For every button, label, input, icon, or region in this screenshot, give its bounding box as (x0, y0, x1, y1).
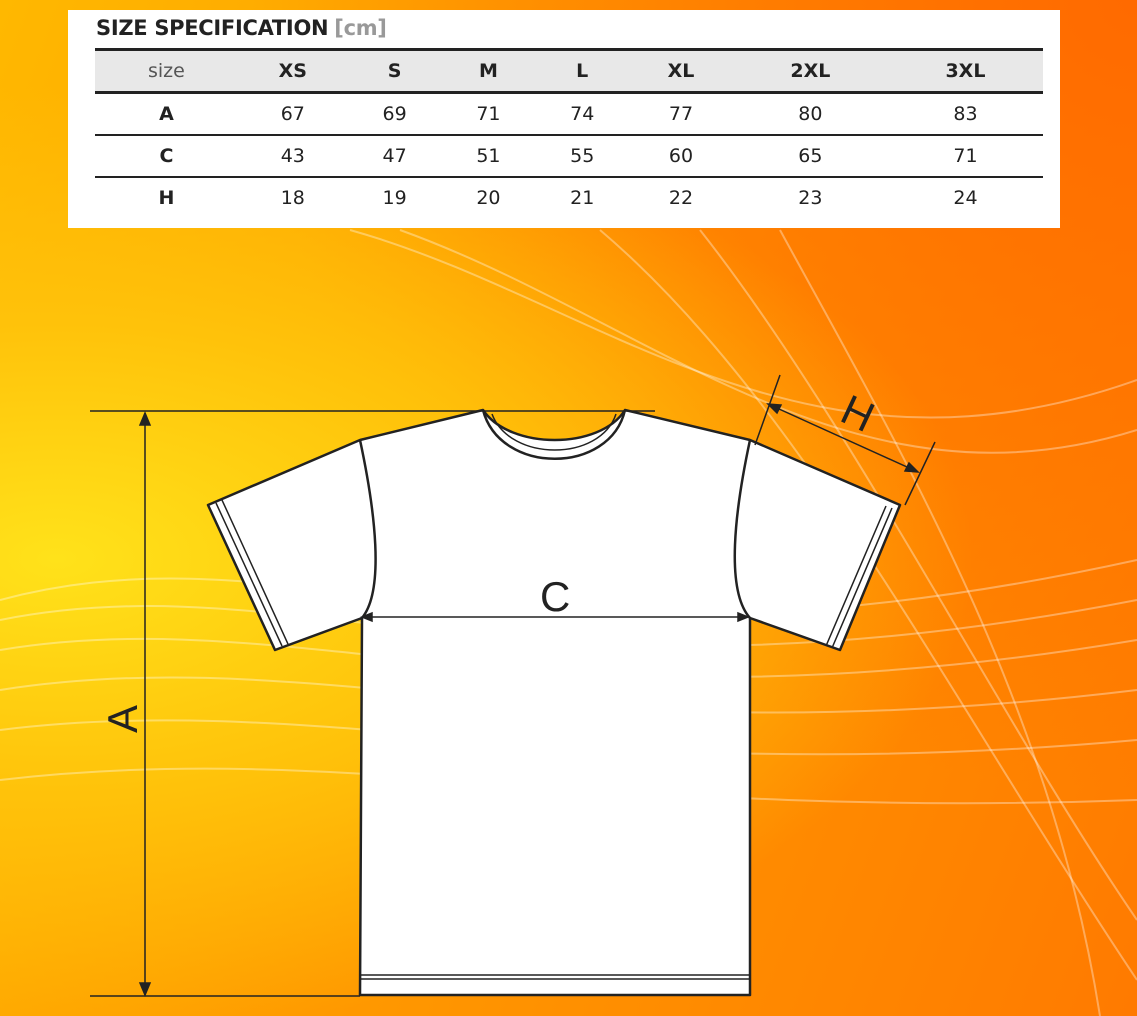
cell-value: 83 (953, 103, 978, 125)
header-size: 3XL (945, 60, 986, 82)
spec-title: SIZE SPECIFICATION [cm] (96, 16, 387, 40)
header-size: XL (667, 60, 695, 82)
collar-inner (491, 413, 617, 451)
cell-value: 77 (668, 103, 694, 125)
dimension-c-arrows (359, 611, 751, 623)
cell-value: 43 (280, 145, 305, 167)
size-table: size XS S M L XL 2XL 3XL A 67 69 71 74 77 80 83… (95, 48, 1043, 218)
cell-value: 23 (798, 187, 823, 209)
cell-value: 47 (382, 145, 407, 167)
left-armhole (358, 439, 377, 619)
cell-value: 19 (382, 187, 407, 209)
cell-value: 24 (953, 187, 978, 209)
label-c: C (540, 573, 570, 620)
sleeve-hem-right (825, 505, 893, 649)
dimension-a-arrows (138, 411, 152, 997)
title-text: SIZE SPECIFICATION (96, 16, 329, 40)
label-a: A (99, 705, 146, 733)
cell-value: 74 (570, 103, 595, 125)
table-row-h: H 18 19 20 21 22 23 24 (95, 177, 1043, 218)
cell-value: 71 (953, 145, 978, 167)
size-spec-panel: SIZE SPECIFICATION [cm] size XS S M L XL … (68, 10, 1060, 228)
cell-value: 60 (668, 145, 694, 167)
table-row-a: A 67 69 71 74 77 80 83 (95, 93, 1043, 135)
row-label: A (159, 103, 174, 125)
cell-value: 20 (476, 187, 501, 209)
cell-value: 80 (798, 103, 823, 125)
cell-value: 69 (382, 103, 407, 125)
cell-value: 22 (668, 187, 694, 209)
sleeve-hem-left (215, 499, 289, 647)
label-h: H (834, 386, 881, 441)
dimension-a-line (90, 410, 655, 997)
cell-value: 65 (798, 145, 823, 167)
hem-line (360, 974, 750, 980)
dimension-h-arrows (766, 403, 920, 473)
cell-value: 18 (280, 187, 305, 209)
dimension-h-line (754, 374, 936, 506)
header-size-label: size (148, 60, 185, 82)
right-armhole (733, 439, 752, 619)
row-label: C (159, 145, 174, 167)
header-size: M (478, 60, 498, 82)
collar (481, 409, 627, 460)
cell-value: 51 (476, 145, 501, 167)
cell-value: 21 (570, 187, 595, 209)
cell-value: 71 (476, 103, 501, 125)
cell-value: 67 (280, 103, 305, 125)
header-row: size XS S M L XL 2XL 3XL (95, 49, 1043, 93)
unit-text: [cm] (334, 16, 387, 40)
tshirt-body (206, 408, 902, 997)
header-size: S (387, 60, 402, 82)
cell-value: 55 (570, 145, 595, 167)
header-size: 2XL (790, 60, 831, 82)
row-label: H (158, 187, 175, 209)
table-row-c: C 43 47 51 55 60 65 71 (95, 135, 1043, 177)
header-size: L (576, 60, 589, 82)
header-size: XS (278, 60, 307, 82)
